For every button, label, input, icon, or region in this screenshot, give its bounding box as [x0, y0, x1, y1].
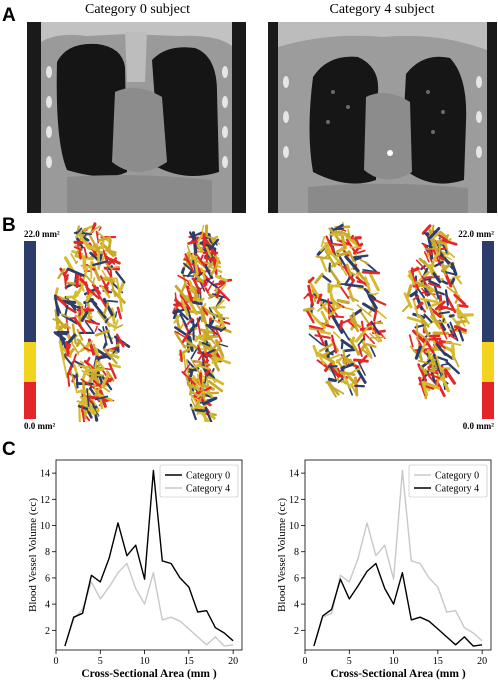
c0-y-tick-label: 12 [40, 495, 50, 506]
c0-y-tick-label: 10 [40, 521, 50, 532]
c0-legend-label: Category 0 [186, 471, 230, 482]
chart-left: 0 5 10 15 20 2 4 6 8 10 12 14 Cross-Sectional Area (… [27, 459, 243, 680]
c0-x-tick-label: 20 [228, 656, 238, 667]
c0-legend-label: Category 4 [186, 484, 230, 495]
colorbar-right-mid [482, 342, 494, 382]
vessel-tree-category-4 [302, 222, 474, 400]
colorbar-left-high [24, 241, 36, 342]
panel-letter-a: A [2, 5, 16, 26]
c0-legend [159, 464, 239, 498]
ct-scan-category-0 [27, 22, 246, 213]
colorbar-right-high [482, 241, 494, 342]
c1-x-tick-label: 10 [389, 656, 399, 667]
c0-x-tick-label: 10 [140, 656, 150, 667]
c0-y-tick-label: 4 [45, 600, 50, 611]
c0-plot-frame [55, 459, 243, 651]
left-subject-title: Category 0 subject [85, 2, 190, 17]
c1-y-tick-label: 12 [289, 495, 299, 506]
colorbar-left-low [24, 382, 36, 419]
c1-series-category-0 [313, 469, 483, 647]
c1-y-tick-label: 10 [289, 521, 299, 532]
vessel-tree-category-0 [52, 222, 233, 422]
colorbar-max-label-left: 22.0 mm² [24, 229, 60, 239]
colorbar-max-label-right: 22.0 mm² [458, 229, 494, 239]
c1-y-tick-label: 14 [289, 469, 299, 480]
c1-x-axis-label: Cross-Sectional Area (mm ) [330, 668, 465, 680]
c1-legend-label: Category 4 [435, 484, 479, 495]
right-subject-title: Category 4 subject [329, 2, 435, 17]
chart-right: 0 5 10 15 20 2 4 6 8 10 12 14 Cross-Sectional Area (… [276, 459, 492, 680]
c1-y-tick-label: 6 [294, 573, 299, 584]
c0-series-category-0 [64, 469, 234, 647]
c1-x-tick-label: 20 [477, 656, 487, 667]
colorbar-left-mid [24, 342, 36, 382]
c1-legend [408, 464, 488, 498]
colorbar-right-low [482, 382, 494, 419]
panel-letter-c: C [2, 439, 16, 460]
c1-y-tick-label: 8 [294, 547, 299, 558]
ct-scan-drawing-0 [27, 22, 246, 213]
c0-y-axis-label: Blood Vessel Volume (cc) [27, 498, 39, 612]
c0-y-tick-label: 6 [45, 573, 50, 584]
c0-x-axis-label: Cross-Sectional Area (mm ) [81, 668, 216, 680]
c1-x-tick-label: 15 [433, 656, 443, 667]
c0-x-tick-label: 15 [184, 656, 194, 667]
ct-scan-category-4 [268, 22, 497, 213]
c1-x-tick-label: 5 [347, 656, 352, 667]
colorbar-min-label-left: 0.0 mm² [24, 421, 56, 431]
c0-series-category-4 [64, 562, 234, 647]
c1-y-axis-label: Blood Vessel Volume (cc) [276, 498, 288, 612]
c1-x-tick-label: 0 [303, 656, 308, 667]
panel-letter-b: B [2, 215, 16, 236]
c1-plot-frame [304, 459, 492, 651]
c0-y-tick-label: 8 [45, 547, 50, 558]
c1-series-category-4 [313, 562, 483, 647]
c0-x-tick-label: 0 [54, 656, 59, 667]
c1-y-tick-label: 4 [294, 600, 299, 611]
c0-y-tick-label: 2 [45, 626, 50, 637]
c0-y-tick-label: 14 [40, 469, 50, 480]
colorbar-min-label-right: 0.0 mm² [462, 421, 494, 431]
ct-scan-drawing-4 [268, 22, 497, 213]
c1-legend-label: Category 0 [435, 471, 479, 482]
c0-x-tick-label: 5 [98, 656, 103, 667]
c1-y-tick-label: 2 [294, 626, 299, 637]
